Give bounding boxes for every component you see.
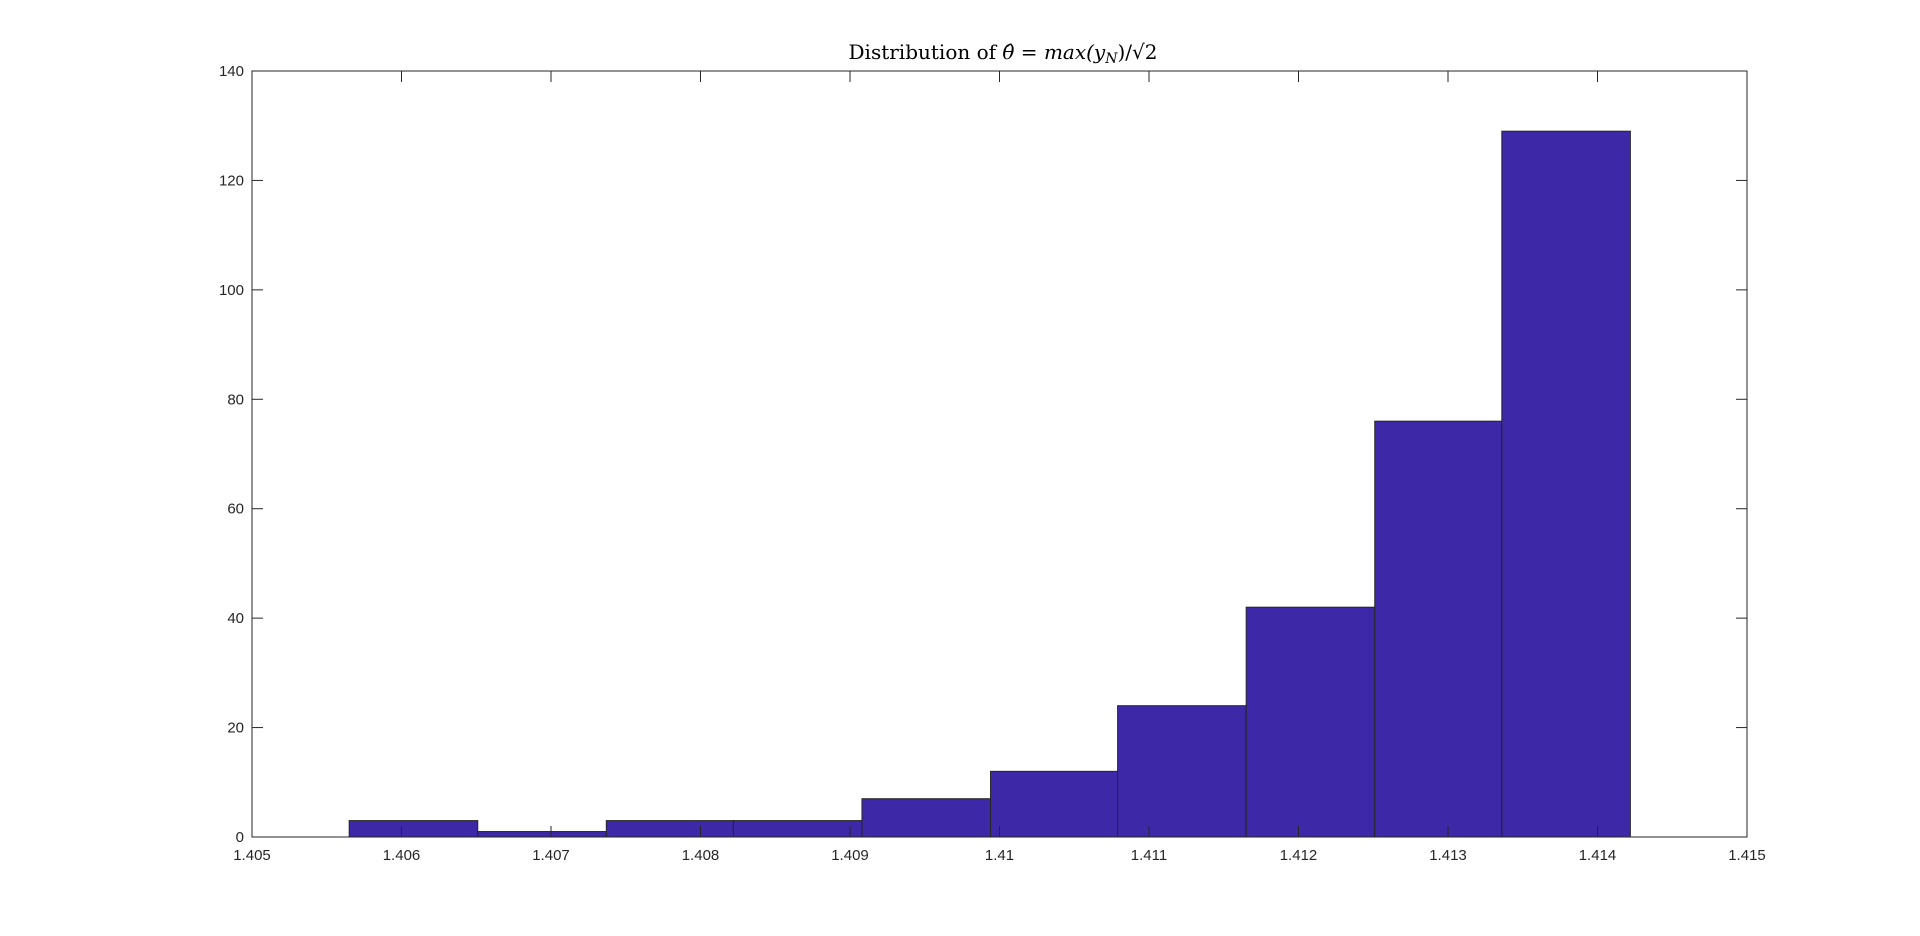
- x-tick-labels: 1.405 1.406 1.407 1.408 1.409 1.41 1.411 1.412 1…: [233, 847, 1766, 864]
- y-tick-label-0: 0: [236, 829, 244, 846]
- x-tick-label-3: 1.408: [682, 847, 720, 864]
- y-tick-label-7: 140: [219, 63, 244, 80]
- title-theta-hat: θ̂: [1002, 40, 1014, 64]
- histogram-bar-8: [1245, 606, 1376, 838]
- histogram-bars: [348, 130, 1631, 838]
- x-tick-label-8: 1.413: [1429, 847, 1467, 864]
- title-equals: =: [1014, 40, 1043, 64]
- x-tick-label-9: 1.414: [1579, 847, 1617, 864]
- y-tick-label-2: 40: [227, 610, 244, 627]
- histogram-bar-6: [990, 770, 1119, 838]
- histogram-bar-7: [1117, 705, 1247, 838]
- x-tick-label-4: 1.409: [831, 847, 869, 864]
- x-tick-label-0: 1.405: [233, 847, 271, 864]
- y-tick-label-3: 60: [227, 501, 244, 518]
- x-tick-label-10: 1.415: [1728, 847, 1766, 864]
- histogram-bar-1: [348, 820, 479, 838]
- chart-title: Distribution of θ̂ = max(yN)/√2: [849, 40, 1158, 67]
- y-tick-label-5: 100: [219, 282, 244, 299]
- histogram-bar-5: [861, 798, 992, 838]
- y-tick-label-6: 120: [219, 172, 244, 189]
- x-tick-label-2: 1.407: [532, 847, 570, 864]
- histogram-bar-10: [1501, 130, 1631, 838]
- x-tick-label-5: 1.41: [985, 847, 1014, 864]
- y-tick-label-1: 20: [227, 720, 244, 737]
- y-tick-labels: 0 20 40 60 80 100 120 140: [219, 63, 244, 846]
- title-prefix: Distribution of: [849, 40, 1003, 64]
- histogram-bar-2: [477, 831, 607, 838]
- histogram-bar-9: [1374, 420, 1503, 838]
- y-tick-label-4: 80: [227, 391, 244, 408]
- title-max-function: max(y: [1044, 40, 1106, 64]
- x-tick-label-7: 1.412: [1280, 847, 1318, 864]
- x-tick-label-1: 1.406: [383, 847, 421, 864]
- title-close: )/√2: [1117, 40, 1157, 64]
- title-subscript: N: [1104, 51, 1118, 67]
- histogram-bar-4: [732, 820, 863, 838]
- histogram-bar-3: [605, 820, 734, 838]
- x-tick-label-6: 1.411: [1131, 847, 1167, 864]
- plot-area-frame: [251, 70, 1748, 838]
